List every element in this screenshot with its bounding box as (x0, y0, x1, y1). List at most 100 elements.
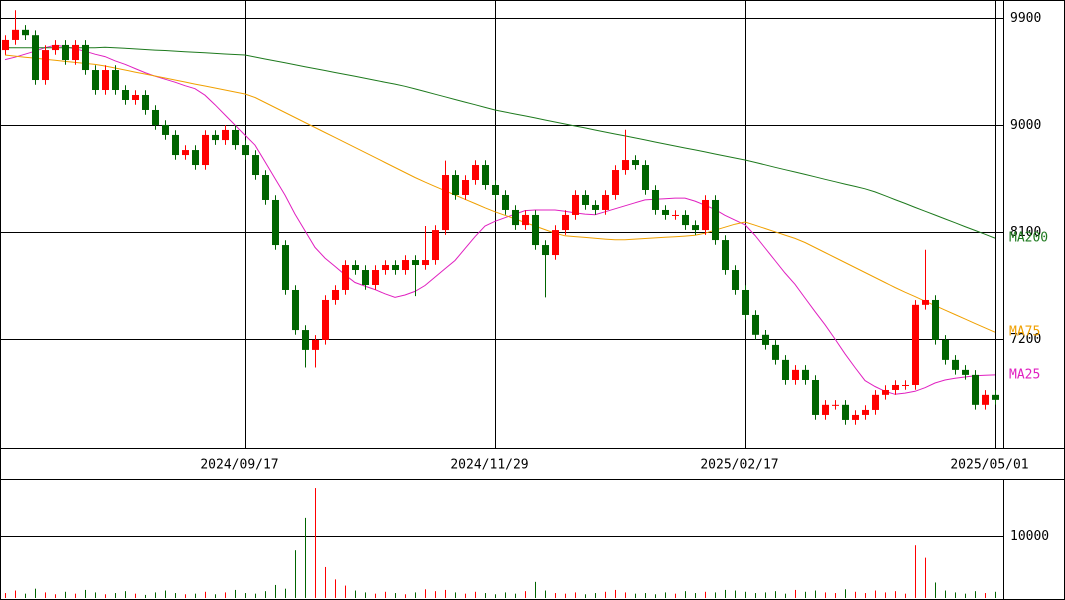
candle-body (892, 384, 899, 390)
candle-body (602, 194, 609, 210)
candle-body (72, 44, 79, 61)
volume-bar (635, 593, 636, 598)
volume-bar (745, 591, 746, 598)
volume-bar (355, 590, 356, 598)
ma-line (4, 54, 996, 333)
candle-body (342, 265, 349, 290)
candle-body (642, 165, 649, 190)
candle-body (182, 150, 189, 156)
candle-body (292, 289, 299, 331)
volume-bar (285, 588, 286, 598)
volume-bar (255, 593, 256, 598)
ma-line (4, 44, 996, 395)
candle-body (362, 270, 369, 285)
volume-bar (935, 582, 936, 598)
volume-bar (615, 589, 616, 598)
candle-body (332, 289, 339, 300)
candle-body (442, 175, 449, 231)
candle-body (272, 199, 279, 246)
candle-body (232, 129, 239, 146)
volume-bar (475, 591, 476, 598)
candle-body (172, 134, 179, 156)
volume-bar (25, 593, 26, 598)
candle-body (282, 245, 289, 290)
candle-body (102, 70, 109, 91)
volume-bar (305, 517, 306, 598)
candle-body (592, 204, 599, 210)
volume-bar (965, 593, 966, 598)
volume-bar (205, 591, 206, 598)
volume-bar (735, 590, 736, 598)
x-tick-label: 2024/09/17 (200, 458, 278, 473)
volume-bar (35, 588, 36, 598)
x-tick-label: 2025/05/01 (950, 458, 1028, 473)
candle-body (252, 155, 259, 176)
x-tick-label: 2024/11/29 (450, 458, 528, 473)
volume-bar (465, 593, 466, 598)
candle-body (862, 409, 869, 415)
volume-bar (195, 593, 196, 598)
volume-bar (15, 590, 16, 598)
volume-bar (55, 594, 56, 598)
volume-bar (515, 593, 516, 598)
candle-body (402, 260, 409, 271)
candle-body (762, 334, 769, 345)
candle-body (302, 330, 309, 350)
candle-body (532, 214, 539, 246)
volume-bar (455, 592, 456, 598)
volume-bar (495, 594, 496, 598)
candle-body (122, 90, 129, 100)
volume-bar (865, 593, 866, 598)
volume-bar (295, 550, 296, 598)
volume-bar (265, 591, 266, 598)
volume-bar (75, 593, 76, 598)
volume-bar (125, 591, 126, 598)
candle-body (192, 150, 199, 166)
volume-bar (905, 593, 906, 598)
volume-bar (135, 593, 136, 598)
candle-body (792, 369, 799, 380)
volume-bar (945, 590, 946, 598)
volume-bar (915, 545, 916, 598)
candle-body (942, 339, 949, 360)
candle-body (952, 359, 959, 370)
volume-bar (65, 591, 66, 598)
volume-bar (325, 566, 326, 598)
volume-bar (415, 592, 416, 598)
y-tick-label: 9000 (1010, 118, 1041, 133)
candle-body (712, 199, 719, 241)
volume-bar (225, 592, 226, 598)
candle-body (882, 389, 889, 395)
volume-bar (805, 591, 806, 598)
volume-bar (685, 591, 686, 598)
candle-body (42, 50, 49, 81)
volume-bar (95, 592, 96, 598)
volume-bar (655, 594, 656, 598)
candle-body (552, 230, 559, 256)
candle-body (932, 299, 939, 340)
volume-bar (765, 592, 766, 598)
volume-bar (775, 591, 776, 598)
volume-bar (275, 584, 276, 598)
candle-body (62, 44, 69, 61)
candle-body (502, 194, 509, 210)
volume-bar (705, 591, 706, 598)
volume-bar (575, 592, 576, 598)
volume-bar (115, 593, 116, 598)
volume-bar (245, 593, 246, 598)
volume-bar (175, 593, 176, 598)
volume-bar (785, 593, 786, 598)
candle-body (972, 374, 979, 405)
candle-body (822, 404, 829, 415)
candle-body (572, 194, 579, 215)
legend-label: MA25 (1009, 367, 1040, 382)
candle-body (492, 185, 499, 195)
candle-body (202, 134, 209, 166)
volume-bar (85, 589, 86, 598)
candle-body (32, 35, 39, 81)
volume-bar (825, 592, 826, 598)
candle-body (392, 265, 399, 271)
volume-bar (485, 593, 486, 598)
volume-bar (995, 591, 996, 598)
